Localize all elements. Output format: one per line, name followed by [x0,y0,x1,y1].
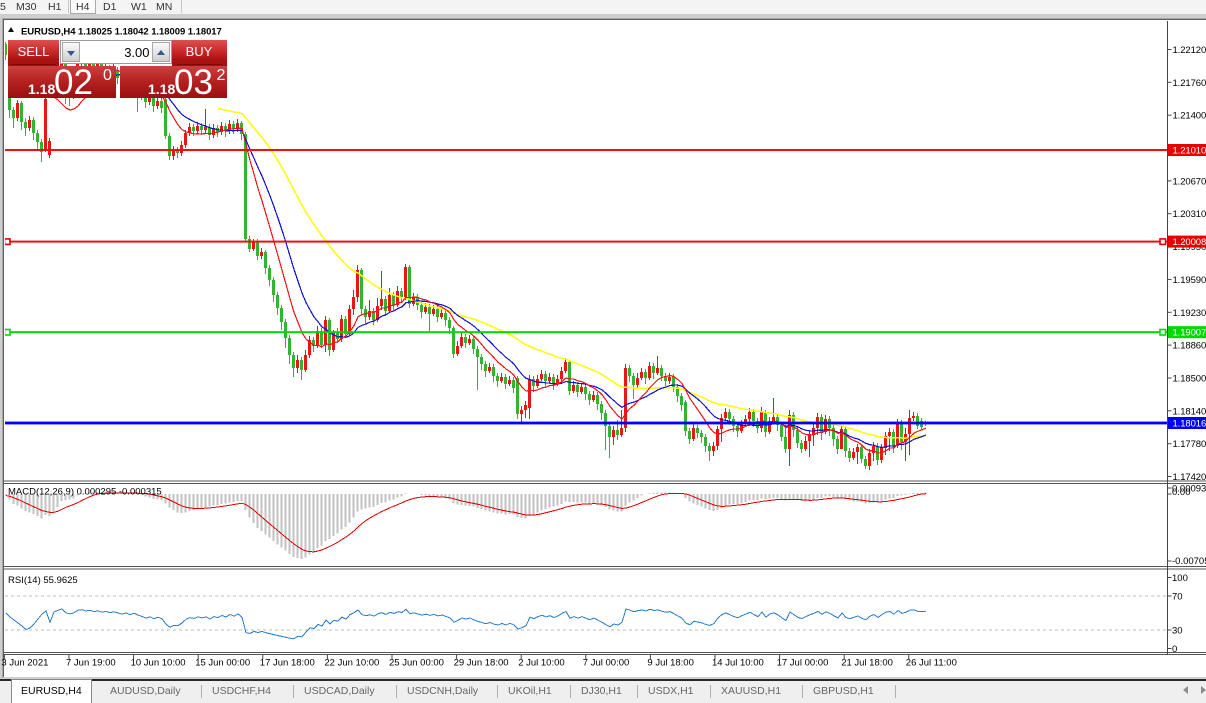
svg-text:1.21760: 1.21760 [1173,78,1206,89]
svg-text:1.18500: 1.18500 [1173,374,1206,385]
svg-text:1.21400: 1.21400 [1173,111,1206,122]
svg-text:17 Jul 00:00: 17 Jul 00:00 [777,658,829,669]
svg-text:1.20670: 1.20670 [1173,176,1206,187]
svg-text:-0.00705: -0.00705 [1172,556,1206,567]
svg-text:2 Jul 10:00: 2 Jul 10:00 [518,658,564,669]
svg-text:0: 0 [1172,644,1177,655]
svg-text:70: 70 [1172,592,1183,603]
svg-text:100: 100 [1172,573,1188,584]
svg-text:7 Jun 19:00: 7 Jun 19:00 [66,658,116,669]
svg-text:10 Jun 10:00: 10 Jun 10:00 [131,658,186,669]
svg-text:21 Jul 18:00: 21 Jul 18:00 [841,658,893,669]
svg-text:1.19230: 1.19230 [1173,308,1206,319]
svg-text:1.18860: 1.18860 [1173,341,1206,352]
svg-text:EURUSD,H4 1.18025 1.18042 1.1: EURUSD,H4 1.18025 1.18042 1.18009 1.1801… [21,27,222,38]
svg-text:1.17780: 1.17780 [1173,439,1206,450]
svg-text:1.22120: 1.22120 [1173,45,1206,56]
svg-text:1.17420: 1.17420 [1173,472,1206,483]
svg-text:1.19590: 1.19590 [1173,275,1206,286]
svg-text:15 Jun 00:00: 15 Jun 00:00 [195,658,250,669]
svg-text:17 Jun 18:00: 17 Jun 18:00 [260,658,315,669]
svg-text:MACD(12,26,9) 0.000295 -0.0003: MACD(12,26,9) 0.000295 -0.000315 [8,487,162,498]
svg-text:14 Jul 10:00: 14 Jul 10:00 [712,658,764,669]
svg-text:1.18140: 1.18140 [1173,406,1206,417]
svg-text:1.20008: 1.20008 [1173,237,1206,248]
svg-text:1.21010: 1.21010 [1173,146,1206,157]
svg-text:3 Jun 2021: 3 Jun 2021 [1,658,48,669]
svg-text:0.00: 0.00 [1172,487,1191,498]
svg-text:RSI(14) 55.9625: RSI(14) 55.9625 [8,575,78,586]
svg-text:22 Jun 10:00: 22 Jun 10:00 [324,658,379,669]
svg-text:25 Jun 00:00: 25 Jun 00:00 [389,658,444,669]
svg-text:7 Jul 00:00: 7 Jul 00:00 [583,658,629,669]
svg-text:1.20310: 1.20310 [1173,209,1206,220]
svg-text:30: 30 [1172,626,1183,637]
svg-text:29 Jun 18:00: 29 Jun 18:00 [454,658,509,669]
svg-text:9 Jul 18:00: 9 Jul 18:00 [647,658,693,669]
svg-text:1.19007: 1.19007 [1173,328,1206,339]
svg-text:1.18016: 1.18016 [1173,419,1206,430]
svg-text:26 Jul 11:00: 26 Jul 11:00 [906,658,957,669]
